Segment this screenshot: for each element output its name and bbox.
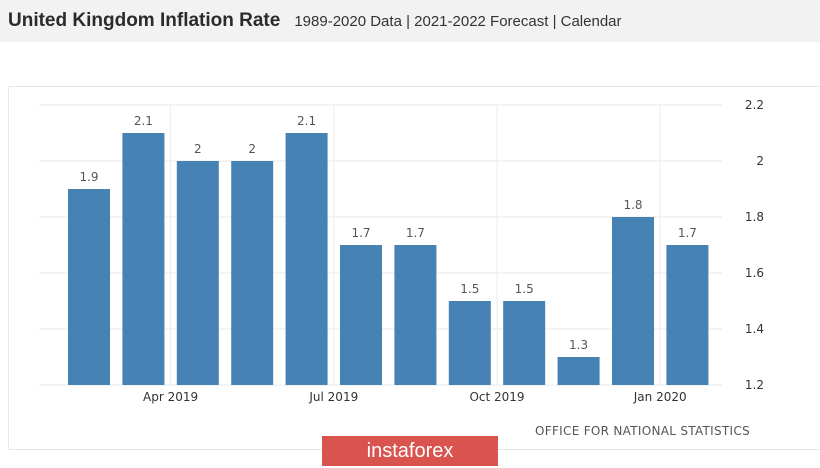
chart-header: United Kingdom Inflation Rate 1989-2020 … <box>0 0 820 42</box>
x-tick-label: Oct 2019 <box>469 390 524 404</box>
bar <box>285 133 328 385</box>
x-tick-label: Jan 2020 <box>633 390 687 404</box>
bar-value-label: 1.7 <box>351 226 370 240</box>
bar <box>176 161 219 385</box>
watermark-text: instaforex <box>366 439 454 462</box>
bar <box>612 217 654 385</box>
bar <box>503 301 546 385</box>
bar-value-label: 1.5 <box>515 282 534 296</box>
bar-value-label: 2.1 <box>134 114 153 128</box>
chart-subtitle: 1989-2020 Data | 2021-2022 Forecast | Ca… <box>294 12 622 30</box>
x-tick-label: Apr 2019 <box>143 390 198 404</box>
bar <box>122 133 165 385</box>
chart-title: United Kingdom Inflation Rate <box>8 10 281 31</box>
y-tick-label: 2 <box>756 154 764 168</box>
source-label: OFFICE FOR NATIONAL STATISTICS <box>535 424 750 438</box>
y-tick-label: 1.8 <box>745 210 764 224</box>
bar-value-label: 1.5 <box>460 282 479 296</box>
bar-value-label: 1.7 <box>406 226 425 240</box>
bar-value-label: 1.3 <box>569 338 588 352</box>
bar <box>666 245 709 385</box>
bar-value-label: 2 <box>248 142 256 156</box>
x-tick-label: Jul 2019 <box>308 390 358 404</box>
bar <box>68 189 110 385</box>
y-tick-label: 1.6 <box>745 266 764 280</box>
bar-value-label: 1.9 <box>79 170 98 184</box>
bar <box>340 245 382 385</box>
bar-value-label: 1.8 <box>623 198 642 212</box>
y-tick-label: 1.4 <box>745 322 764 336</box>
bar-value-label: 2 <box>194 142 202 156</box>
instaforex-watermark: instaforex <box>322 436 498 466</box>
bar <box>448 301 491 385</box>
y-tick-label: 2.2 <box>745 98 764 112</box>
bar <box>394 245 437 385</box>
bar <box>231 161 274 385</box>
bar-value-label: 1.7 <box>678 226 697 240</box>
bar <box>557 357 600 385</box>
y-tick-label: 1.2 <box>745 378 764 392</box>
bar-value-label: 2.1 <box>297 114 316 128</box>
